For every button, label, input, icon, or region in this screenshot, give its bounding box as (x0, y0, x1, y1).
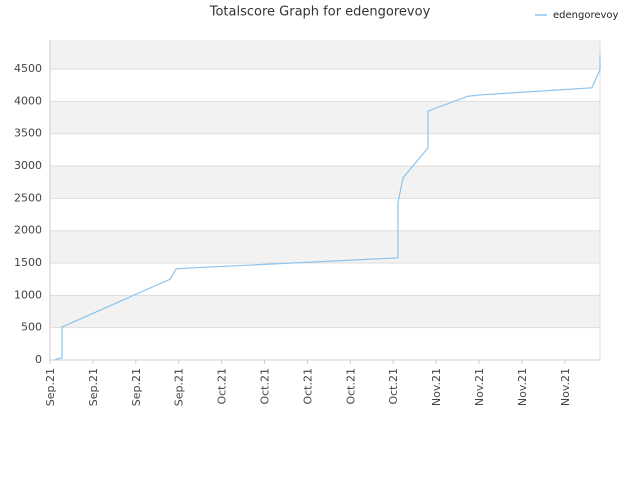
x-tick-label: Sep.21 (44, 368, 57, 406)
x-tick-label: Oct.21 (387, 368, 400, 405)
legend-label: edengorevoy (553, 10, 619, 21)
x-tick-label: Oct.21 (344, 368, 357, 405)
y-tick-label: 2000 (14, 224, 42, 237)
y-tick-label: 3500 (14, 127, 42, 140)
x-tick-label: Nov.21 (559, 368, 572, 406)
plot-band (50, 263, 600, 296)
x-tick-label: Oct.21 (216, 368, 229, 405)
plot-band (50, 101, 600, 134)
plot-band (50, 40, 600, 70)
plot-band (50, 166, 600, 199)
x-tick-label: Nov.21 (473, 368, 486, 406)
chart-title: Totalscore Graph for edengorevoy (209, 5, 431, 20)
y-tick-label: 1000 (14, 288, 42, 301)
y-tick-label: 1500 (14, 256, 42, 269)
x-tick-label: Sep.21 (130, 368, 143, 406)
x-tick-label: Oct.21 (259, 368, 272, 405)
x-tick-label: Nov.21 (430, 368, 443, 406)
plot-band (50, 198, 600, 231)
x-tick-label: Oct.21 (301, 368, 314, 405)
y-tick-label: 3000 (14, 159, 42, 172)
y-tick-label: 500 (21, 321, 42, 334)
plot-band (50, 69, 600, 102)
x-tick-label: Sep.21 (87, 368, 100, 406)
y-tick-label: 2500 (14, 191, 42, 204)
x-tick-label: Sep.21 (173, 368, 186, 406)
y-tick-label: 4500 (14, 62, 42, 75)
series-line (55, 54, 601, 360)
y-tick-label: 0 (35, 353, 42, 366)
plot-band (50, 327, 600, 360)
plot-band (50, 230, 600, 264)
y-tick-label: 4000 (14, 94, 42, 107)
plot-band (50, 133, 600, 167)
plot-band (50, 295, 600, 328)
x-tick-label: Nov.21 (516, 368, 529, 406)
